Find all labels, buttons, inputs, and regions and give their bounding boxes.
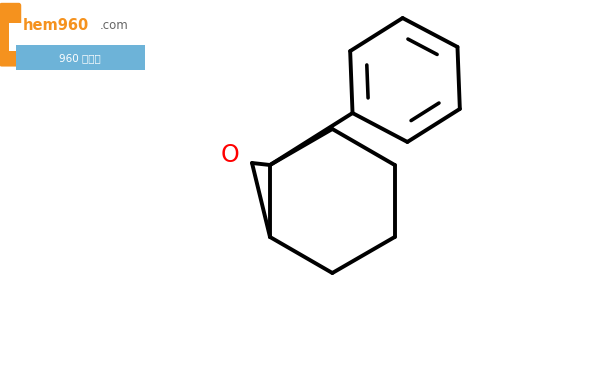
Text: O: O bbox=[221, 143, 240, 167]
Text: hem960: hem960 bbox=[23, 18, 89, 33]
FancyBboxPatch shape bbox=[0, 3, 21, 67]
Bar bbox=[8, 22, 22, 51]
Bar bbox=[16, 45, 145, 70]
Text: 960 化工网: 960 化工网 bbox=[59, 53, 101, 63]
Text: .com: .com bbox=[100, 19, 129, 32]
